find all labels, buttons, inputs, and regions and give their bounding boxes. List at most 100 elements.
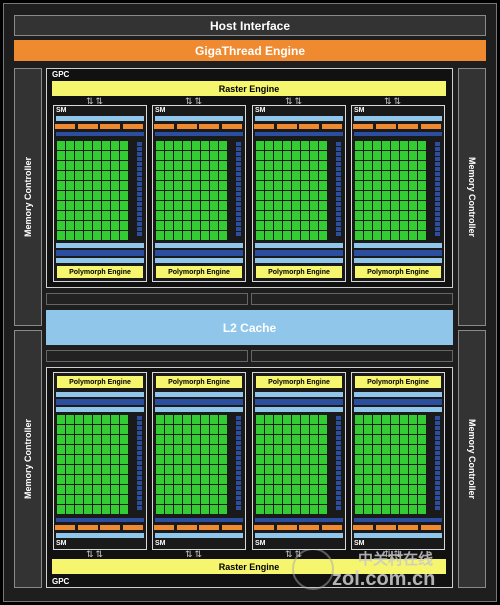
cuda-core [391, 485, 399, 494]
ld-st-unit [435, 436, 440, 440]
warp-scheduler [77, 124, 98, 129]
warp-scheduler [199, 124, 219, 129]
ld-st-unit [236, 162, 241, 166]
ld-st-unit [435, 167, 440, 171]
cuda-core [75, 151, 83, 160]
warp-scheduler [100, 124, 120, 129]
cuda-core [409, 445, 417, 454]
cuda-core [391, 211, 399, 220]
cuda-core [418, 485, 426, 494]
cuda-core [165, 191, 173, 200]
cuda-core [283, 181, 291, 190]
ld-st-unit [435, 217, 440, 221]
cuda-core [183, 465, 191, 474]
cuda-core [120, 161, 128, 170]
cuda-core [156, 425, 164, 434]
cuda-core [219, 425, 227, 434]
cuda-core [210, 171, 218, 180]
cuda-core [192, 151, 200, 160]
warp-scheduler [122, 525, 143, 530]
ld-st-unit [137, 421, 142, 425]
memory-controller-label: Memory Controller [23, 418, 33, 500]
cuda-core [319, 181, 327, 190]
ld-st-unit [435, 187, 440, 191]
cuda-core [66, 171, 74, 180]
cuda-core [391, 151, 399, 160]
cuda-core [219, 181, 227, 190]
ld-st-unit [137, 172, 142, 176]
cuda-core [382, 221, 390, 230]
cuda-core [310, 141, 318, 150]
cuda-core [274, 211, 282, 220]
ld-st-column [435, 142, 440, 236]
cuda-core [355, 485, 363, 494]
register-file [255, 518, 343, 522]
cuda-core [418, 445, 426, 454]
cuda-core [301, 191, 309, 200]
cuda-core [409, 505, 417, 514]
ld-st-unit [336, 202, 341, 206]
cuda-core [201, 141, 209, 150]
cuda-core [274, 141, 282, 150]
cuda-core [310, 151, 318, 160]
ld-st-unit [236, 451, 241, 455]
cuda-core [391, 171, 399, 180]
cuda-core [183, 141, 191, 150]
cuda-core [84, 141, 92, 150]
cuda-core [57, 141, 65, 150]
cuda-core [120, 221, 128, 230]
cuda-core [283, 141, 291, 150]
cuda-core [310, 445, 318, 454]
cuda-core [66, 415, 74, 424]
cuda-core [219, 485, 227, 494]
cuda-core [75, 191, 83, 200]
cuda-core [409, 211, 417, 220]
cuda-core [75, 455, 83, 464]
cuda-core [219, 191, 227, 200]
cuda-core [274, 221, 282, 230]
cuda-core [165, 495, 173, 504]
cuda-core [219, 445, 227, 454]
cuda-core [373, 495, 381, 504]
cuda-core [274, 231, 282, 240]
cuda-core [319, 151, 327, 160]
cuda-core [75, 495, 83, 504]
cuda-core [66, 161, 74, 170]
warp-scheduler [199, 525, 219, 530]
cuda-core [57, 181, 65, 190]
cuda-core [256, 465, 264, 474]
interconnect-network [354, 243, 442, 248]
ld-st-unit [236, 481, 241, 485]
cuda-core [174, 211, 182, 220]
cuda-core [57, 455, 65, 464]
cuda-core [156, 415, 164, 424]
cuda-core [174, 221, 182, 230]
cuda-core [111, 161, 119, 170]
cuda-core [174, 415, 182, 424]
cuda-core [292, 445, 300, 454]
cuda-core [75, 231, 83, 240]
cuda-core [382, 231, 390, 240]
cuda-core [373, 485, 381, 494]
uniform-cache [255, 258, 343, 263]
ld-st-unit [336, 217, 341, 221]
cuda-core [102, 415, 110, 424]
cuda-core [93, 151, 101, 160]
cuda-core [57, 211, 65, 220]
cuda-core [364, 475, 372, 484]
cuda-core [66, 191, 74, 200]
cuda-core [355, 415, 363, 424]
cuda-core [382, 141, 390, 150]
cuda-core [183, 201, 191, 210]
cuda-core [409, 435, 417, 444]
ld-st-unit [137, 212, 142, 216]
ld-st-unit [435, 147, 440, 151]
cuda-core [391, 465, 399, 474]
shared-memory-l1 [56, 250, 144, 256]
cuda-core [283, 171, 291, 180]
cuda-core [355, 475, 363, 484]
cuda-core [301, 475, 309, 484]
cuda-core [210, 455, 218, 464]
cuda-core [183, 445, 191, 454]
cuda-core [301, 495, 309, 504]
